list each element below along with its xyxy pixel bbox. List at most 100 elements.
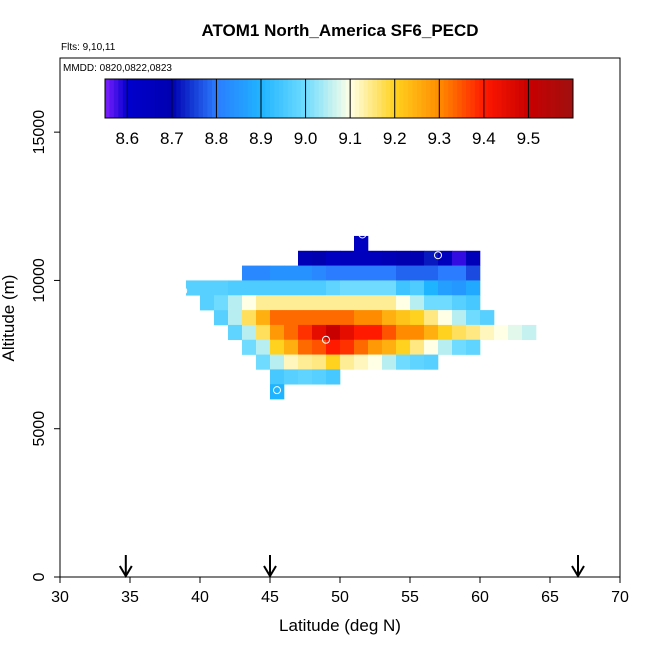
colorbar-swatch — [278, 79, 284, 118]
heatmap-cell — [424, 265, 439, 281]
colorbar-swatch — [354, 79, 360, 118]
heatmap-cell — [452, 265, 467, 281]
heatmap-cell — [466, 265, 481, 281]
colorbar-swatch — [363, 79, 369, 118]
colorbar-swatch — [314, 79, 320, 118]
colorbar-swatch — [145, 79, 150, 118]
colorbar-swatch — [261, 79, 266, 118]
colorbar-tick-label: 9.4 — [472, 129, 496, 148]
heatmap-cell — [312, 324, 327, 341]
heatmap-cell — [466, 280, 481, 296]
colorbar-swatch — [180, 79, 186, 118]
heatmap-cell — [312, 354, 327, 370]
heatmap-cell — [438, 280, 453, 296]
heatmap-cell — [382, 339, 397, 355]
colorbar-tick-label: 9.1 — [338, 129, 362, 148]
heatmap-cell — [452, 324, 467, 341]
colorbar-swatch — [336, 79, 342, 118]
colorbar-swatch — [211, 79, 217, 118]
x-tick-label: 65 — [541, 589, 559, 606]
x-tick-label: 55 — [401, 589, 419, 606]
colorbar-swatch — [470, 79, 476, 118]
heatmap-cell — [214, 295, 229, 311]
heatmap-cell — [270, 295, 285, 311]
colorbar-swatch — [376, 79, 382, 118]
highlighted-point — [322, 335, 330, 344]
heatmap-cell — [326, 295, 341, 311]
x-tick-label: 40 — [191, 589, 209, 606]
colorbar-swatch — [265, 79, 271, 118]
colorbar-swatch — [448, 79, 454, 118]
colorbar-swatch — [171, 79, 177, 118]
colorbar-swatch — [296, 79, 302, 118]
heatmap-cell — [354, 354, 369, 370]
colorbar-swatch — [198, 79, 204, 118]
colorbar-swatch — [412, 79, 418, 118]
heatmap-cell — [298, 280, 313, 296]
highlighted-point — [273, 386, 281, 395]
colorbar-swatch — [381, 79, 387, 118]
heatmap-cell — [438, 339, 453, 355]
heatmap-cell — [228, 310, 243, 326]
colorbar-swatch — [225, 79, 231, 118]
heatmap-cell — [354, 310, 369, 326]
heatmap-cell — [270, 354, 285, 370]
colorbar-swatch — [220, 79, 226, 118]
colorbar-swatch — [452, 79, 458, 118]
heatmap-cell — [466, 310, 481, 326]
colorbar-swatch — [466, 79, 471, 118]
colorbar-swatch — [555, 79, 561, 118]
heatmap-cell — [256, 280, 271, 296]
heatmap-cell — [382, 324, 397, 341]
heatmap-cell — [396, 324, 411, 341]
heatmap-cell — [466, 250, 481, 266]
colorbar-swatch — [140, 79, 146, 118]
colorbar-swatch — [434, 79, 440, 118]
colorbar-swatch — [327, 79, 333, 118]
heatmap-cell — [438, 265, 453, 281]
flights-note: Flts: 9,10,11 — [61, 42, 116, 53]
heatmap-cell — [340, 324, 355, 341]
heatmap-cell — [242, 310, 257, 326]
colorbar-swatch — [541, 79, 547, 118]
colorbar-swatch — [274, 79, 280, 118]
heatmap-cell — [354, 235, 369, 252]
heatmap-cell — [284, 369, 299, 385]
heatmap-cell — [298, 354, 313, 370]
heatmap-cell — [466, 295, 481, 311]
heatmap-cell — [298, 339, 313, 355]
dates-note: MMDD: 0820,0822,0823 — [63, 63, 172, 74]
x-tick-label: 70 — [611, 589, 629, 606]
x-tick-label: 35 — [121, 589, 139, 606]
heatmap-cell — [354, 324, 369, 341]
heatmap-cell — [326, 339, 341, 355]
colorbar-swatch — [506, 79, 511, 118]
arrow-head — [263, 565, 277, 578]
colorbar-swatch — [238, 79, 244, 118]
heatmap-cell — [312, 339, 327, 355]
colorbar-swatch — [269, 79, 275, 118]
colorbar-swatch — [510, 79, 516, 118]
heatmap-cell — [284, 310, 299, 326]
heatmap-cell — [452, 310, 467, 326]
heatmap-cell — [368, 339, 383, 355]
heatmap-cell — [256, 310, 271, 326]
heatmap-cell — [326, 250, 341, 266]
colorbar-swatch — [131, 79, 137, 118]
heatmap-cell — [312, 280, 327, 296]
colorbar-swatch — [287, 79, 293, 118]
heatmap-cell — [396, 265, 411, 281]
heatmap-cell — [480, 310, 495, 326]
heatmap-cell — [242, 339, 257, 355]
heatmap-cell — [396, 250, 411, 266]
highlighted-point — [434, 251, 442, 260]
highlighted-point — [358, 230, 367, 239]
heatmap-cell — [508, 324, 523, 341]
heatmap-cell — [410, 310, 425, 326]
colorbar-swatch — [479, 79, 485, 118]
colorbar-swatch — [105, 79, 110, 118]
heatmap-cell — [340, 250, 355, 266]
colorbar-swatch — [194, 79, 199, 118]
heatmap-cell — [326, 310, 341, 326]
heatmap-cell — [312, 250, 327, 266]
